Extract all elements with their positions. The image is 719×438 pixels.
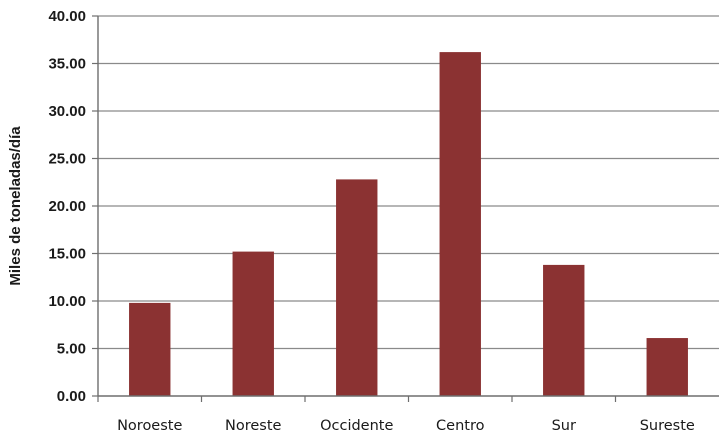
bar-occidente: [336, 179, 378, 396]
y-tick-label: 30.00: [48, 103, 86, 120]
bar-sureste: [646, 338, 688, 396]
y-tick-label: 10.00: [48, 293, 86, 310]
x-category-label: Noroeste: [117, 418, 182, 434]
y-tick-label: 20.00: [48, 198, 86, 215]
bar-sur: [543, 264, 585, 396]
y-tick-label: 35.00: [48, 56, 86, 73]
y-tick-label: 5.00: [57, 341, 86, 358]
x-category-label: Sureste: [640, 418, 695, 434]
y-tick-label: 0.00: [57, 388, 86, 405]
x-category-label: Occidente: [320, 418, 393, 434]
bar-centro: [439, 52, 481, 396]
y-axis-ticks: 0.00 5.00 10.00 15.00 20.00 25.00 30.00 35.00 40…: [48, 8, 98, 405]
y-tick-label: 25.00: [48, 151, 86, 168]
y-axis-title: Miles de toneladas/día: [7, 126, 24, 286]
x-axis-categories: Noroeste Noreste Occidente Centro Sur Sureste: [97, 396, 695, 434]
bar-noreste: [232, 251, 274, 396]
y-tick-label: 15.00: [48, 246, 86, 263]
x-category-label: Centro: [436, 418, 485, 434]
bar-noroeste: [129, 302, 171, 396]
x-category-label: Sur: [552, 418, 576, 434]
y-tick-label: 40.00: [48, 8, 86, 25]
bars: [129, 52, 688, 396]
x-category-label: Noreste: [225, 418, 282, 434]
gridlines: [98, 15, 719, 350]
